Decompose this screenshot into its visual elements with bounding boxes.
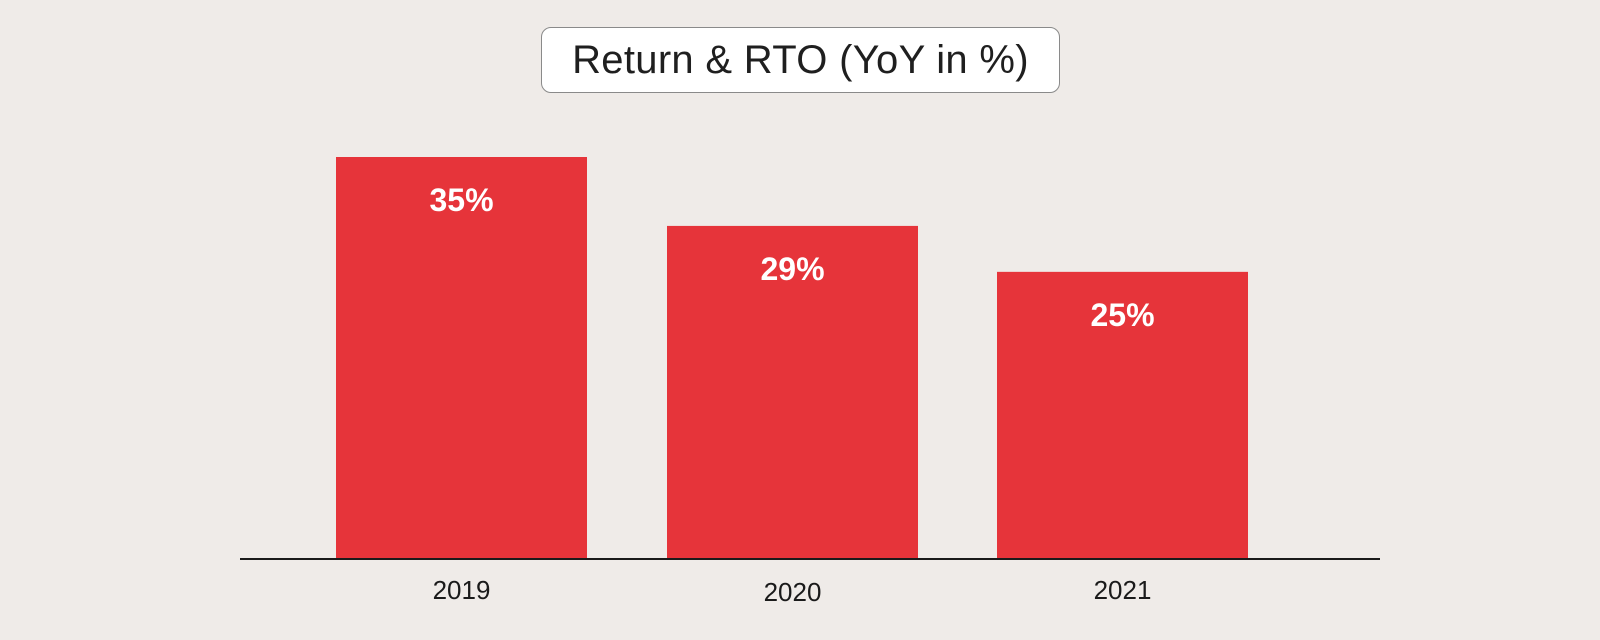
x-tick-label: 2019 <box>433 575 491 605</box>
bar-2020 <box>667 225 918 559</box>
x-tick-label: 2021 <box>1094 575 1152 605</box>
bar-value-label: 35% <box>429 182 493 218</box>
bar-2019 <box>336 157 587 559</box>
bar-2021 <box>997 271 1248 559</box>
tick-labels-layer: 2019 2020 2021 <box>433 575 1152 607</box>
x-tick-label: 2020 <box>764 577 822 607</box>
chart-title-box: Return & RTO (YoY in %) <box>541 27 1060 93</box>
bar-value-label: 29% <box>760 251 824 287</box>
chart-title: Return & RTO (YoY in %) <box>572 37 1029 82</box>
bar-value-label: 25% <box>1090 297 1154 333</box>
bars-layer: 35% 29% 25% <box>336 157 1248 559</box>
